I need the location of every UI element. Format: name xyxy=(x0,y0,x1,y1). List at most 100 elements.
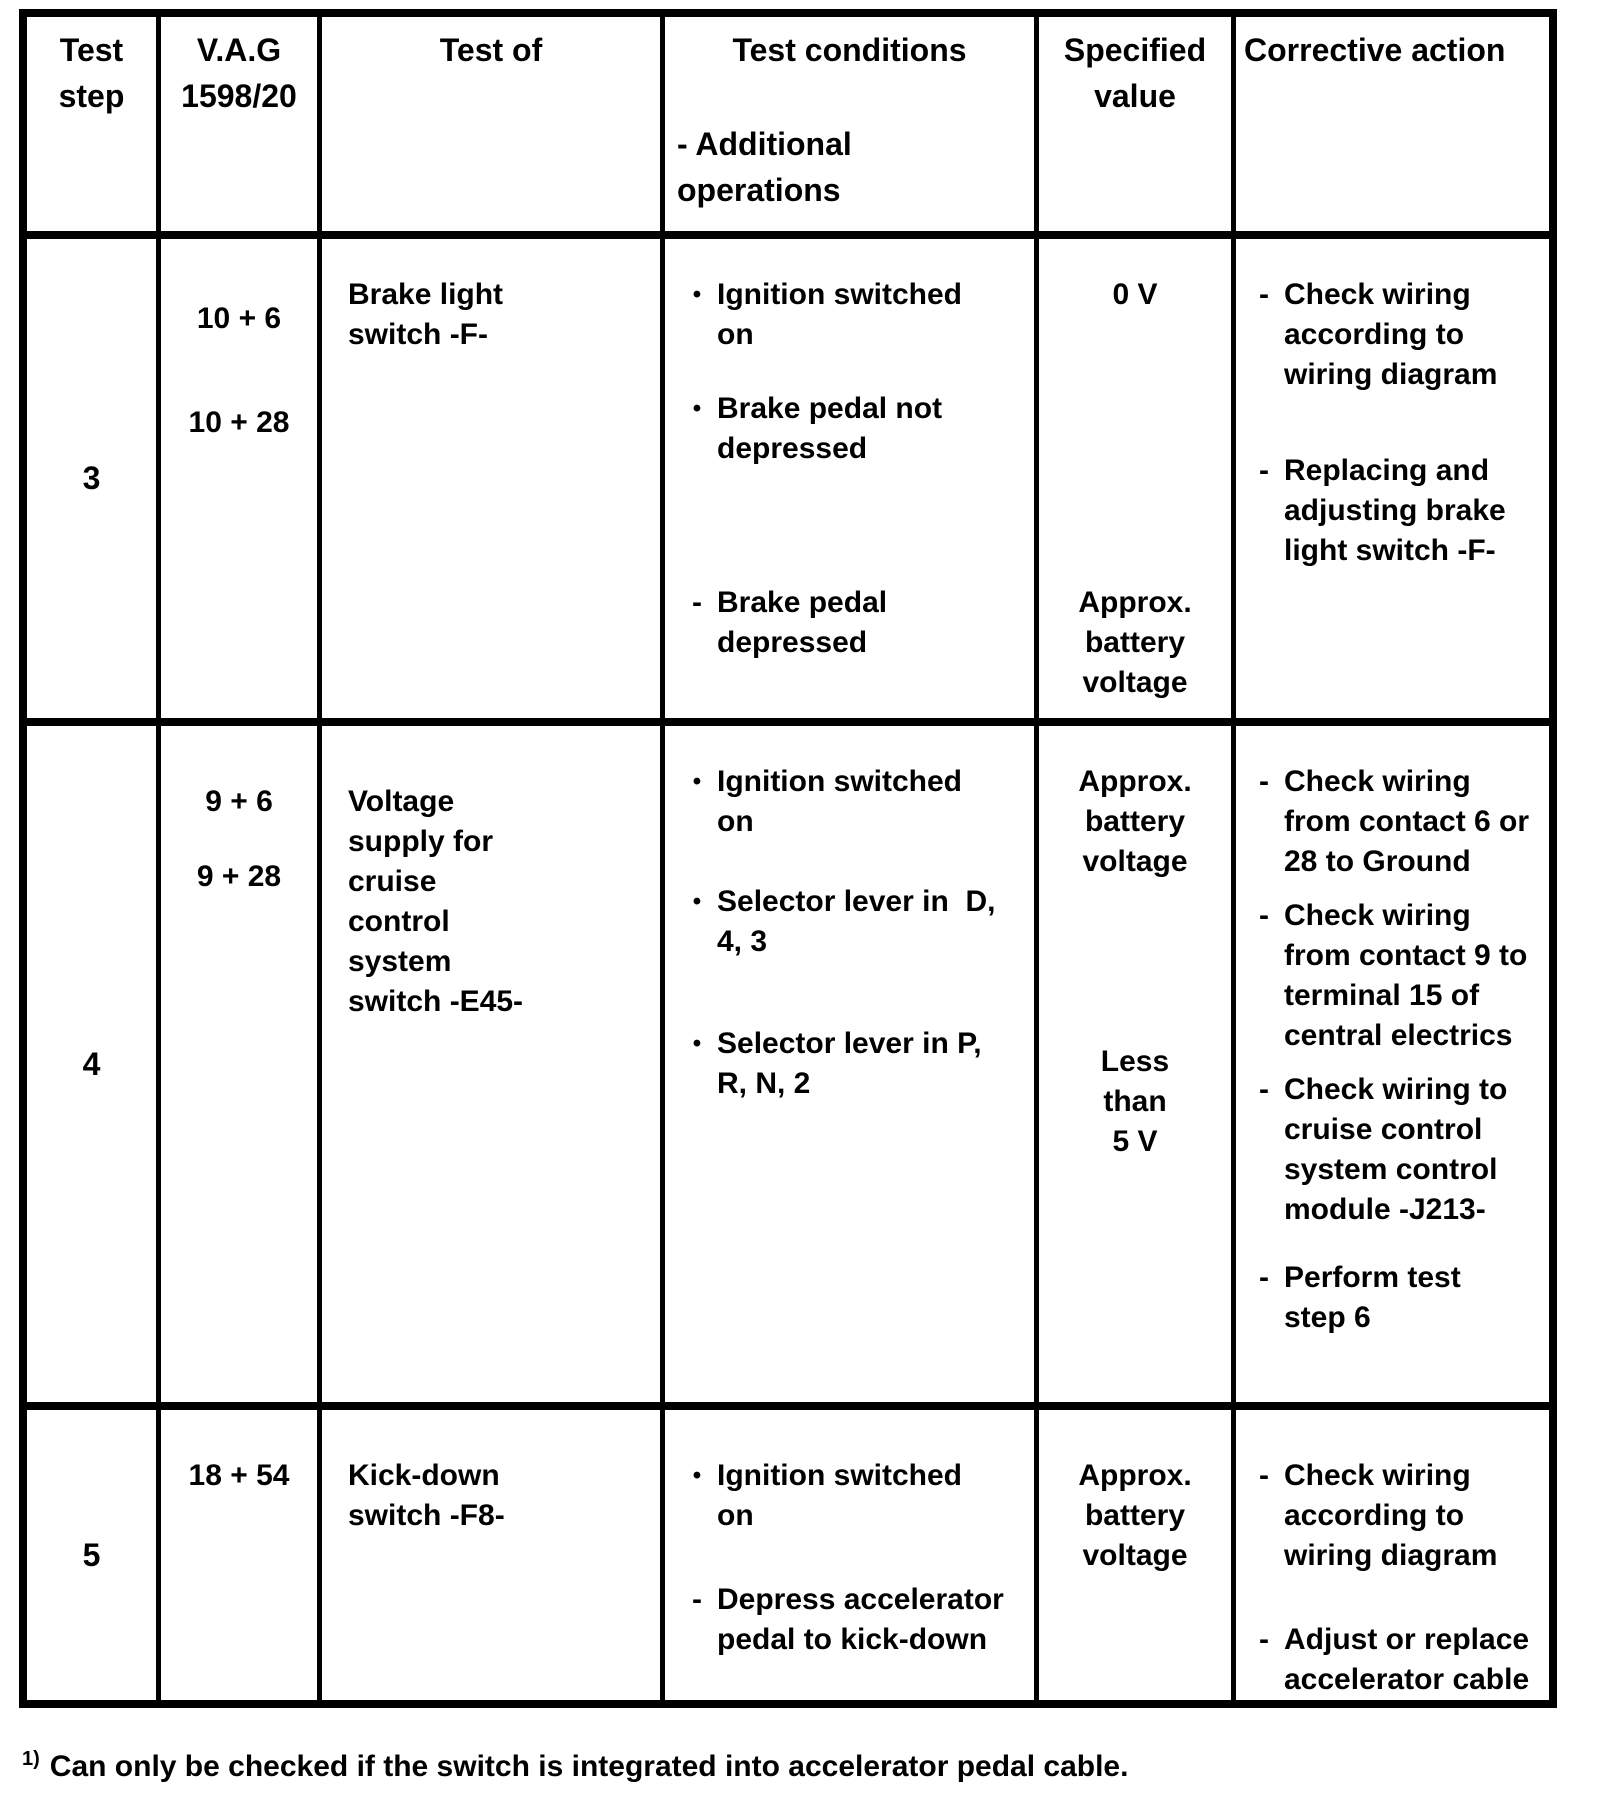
condition-item: - Depress accelerator pedal to kick-down xyxy=(677,1580,1028,1660)
cell-step-5: 5 xyxy=(27,1410,161,1700)
footnote-text: Can only be checked if the switch is int… xyxy=(49,1750,1129,1783)
condition-text: Selector lever in P, R, N, 2 xyxy=(717,1027,982,1100)
action-text: Check wiring to cruise control system co… xyxy=(1284,1073,1508,1226)
footnote-superscript: 1) xyxy=(22,1748,40,1770)
dash-marker: - xyxy=(692,1583,702,1616)
condition-text: Brake pedal not depressed xyxy=(717,392,943,465)
action-text: Check wiring from contact 6 or 28 to Gro… xyxy=(1284,765,1530,878)
footnote: 1) Can only be checked if the switch is i… xyxy=(22,1748,1128,1784)
step-number: 4 xyxy=(82,1045,101,1082)
specified-value-text: Approx. battery voltage xyxy=(1078,1459,1192,1572)
condition-text: Ignition switched on xyxy=(717,278,962,351)
bullet-marker: • xyxy=(692,1462,702,1489)
action-text: Check wiring according to wiring diagram xyxy=(1284,278,1498,391)
header-test-conditions-label: Test conditions xyxy=(732,32,967,68)
header-test-of: Test of xyxy=(322,17,665,239)
action-item: - Perform test step 6 xyxy=(1244,1258,1545,1338)
header-additional-operations-label: - Additional operations xyxy=(677,126,852,208)
cell-test-of-step-5: Kick-down switch -F8- xyxy=(322,1410,665,1700)
cell-conditions-step-3: • Ignition switched on • Brake pedal not… xyxy=(665,239,1039,726)
condition-text: Brake pedal depressed xyxy=(717,586,888,659)
header-vag-label: V.A.G 1598/20 xyxy=(181,32,297,114)
condition-item: - Brake pedal depressed xyxy=(677,583,1028,663)
specified-value-text: Approx. battery voltage xyxy=(1078,765,1192,878)
condition-text: Ignition switched on xyxy=(717,765,962,838)
action-item: - Check wiring to cruise control system … xyxy=(1244,1070,1545,1230)
bullet-marker: • xyxy=(692,888,702,915)
action-text: Adjust or replace accelerator cable xyxy=(1284,1623,1530,1696)
cell-step-3: 3 xyxy=(27,239,161,726)
dash-marker: - xyxy=(1259,765,1269,798)
dash-marker: - xyxy=(1259,1459,1269,1492)
action-text: Check wiring from contact 9 to terminal … xyxy=(1284,899,1528,1052)
specified-value-text: 0 V xyxy=(1112,278,1158,311)
action-text: Replacing and adjusting brake light swit… xyxy=(1284,454,1506,567)
bullet-marker: • xyxy=(692,395,702,422)
dash-marker: - xyxy=(1259,1261,1269,1294)
cell-test-of-step-4: Voltage supply for cruise control system… xyxy=(322,726,665,1410)
cell-corrective-action-step-4: - Check wiring from contact 6 or 28 to G… xyxy=(1236,726,1549,1410)
header-corrective-action-label: Corrective action xyxy=(1244,32,1506,68)
action-item: - Check wiring from contact 9 to termina… xyxy=(1244,896,1545,1056)
dash-marker: - xyxy=(1259,1623,1269,1656)
condition-text: Depress accelerator pedal to kick-down xyxy=(717,1583,1004,1656)
header-specified-value: Specified value xyxy=(1039,17,1236,239)
cell-test-of-step-3: Brake light switch -F- xyxy=(322,239,665,726)
action-item: - Replacing and adjusting brake light sw… xyxy=(1244,451,1545,571)
test-of-text: Voltage supply for cruise control system… xyxy=(348,785,524,1018)
action-item: - Check wiring according to wiring diagr… xyxy=(1244,1456,1545,1576)
dash-marker: - xyxy=(1259,1073,1269,1106)
cell-specified-value-step-3: 0 V Approx. battery voltage xyxy=(1039,239,1236,726)
cell-vag-step-3: 10 + 6 10 + 28 xyxy=(161,239,322,726)
dash-marker: - xyxy=(1259,454,1269,487)
header-test-of-label: Test of xyxy=(439,32,543,68)
step-number: 3 xyxy=(82,460,101,496)
action-item: - Check wiring according to wiring diagr… xyxy=(1244,275,1545,395)
condition-item: • Brake pedal not depressed xyxy=(677,389,1028,469)
action-text: Check wiring according to wiring diagram xyxy=(1284,1459,1498,1572)
header-test-step-label: Test step xyxy=(58,32,125,114)
dash-marker: - xyxy=(692,586,702,619)
condition-item: • Ignition switched on xyxy=(677,1456,1028,1536)
condition-item: • Selector lever in P, R, N, 2 xyxy=(677,1024,1028,1104)
dash-marker: - xyxy=(1259,899,1269,932)
header-specified-value-label: Specified value xyxy=(1063,32,1207,114)
cell-step-4: 4 xyxy=(27,726,161,1410)
cell-corrective-action-step-5: - Check wiring according to wiring diagr… xyxy=(1236,1410,1549,1700)
step-number: 5 xyxy=(82,1536,101,1573)
diagnostic-test-table: Test step V.A.G 1598/20 Test of Test con… xyxy=(19,9,1557,1708)
specified-value-text: Approx. battery voltage xyxy=(1078,586,1192,699)
condition-text: Selector lever in D, 4, 3 xyxy=(717,885,996,958)
bullet-marker: • xyxy=(692,1030,702,1057)
vag-value: 9 + 6 xyxy=(205,785,273,818)
vag-value: 18 + 54 xyxy=(188,1459,290,1492)
test-of-text: Kick-down switch -F8- xyxy=(348,1459,505,1532)
header-test-step: Test step xyxy=(27,17,161,239)
vag-value: 10 + 28 xyxy=(188,406,290,439)
header-corrective-action: Corrective action xyxy=(1236,17,1549,239)
header-vag-1598-20: V.A.G 1598/20 xyxy=(161,17,322,239)
specified-value-text: Less than 5 V xyxy=(1100,1045,1170,1158)
condition-item: • Ignition switched on xyxy=(677,762,1028,842)
cell-vag-step-5: 18 + 54 xyxy=(161,1410,322,1700)
cell-conditions-step-5: • Ignition switched on - Depress acceler… xyxy=(665,1410,1039,1700)
action-item: - Check wiring from contact 6 or 28 to G… xyxy=(1244,762,1545,882)
cell-specified-value-step-5: Approx. battery voltage xyxy=(1039,1410,1236,1700)
cell-specified-value-step-4: Approx. battery voltage Less than 5 V xyxy=(1039,726,1236,1410)
test-of-text: Brake light switch -F- xyxy=(348,278,504,351)
bullet-marker: • xyxy=(692,281,702,308)
condition-item: • Selector lever in D, 4, 3 xyxy=(677,882,1028,962)
action-text: Perform test step 6 xyxy=(1284,1261,1461,1334)
action-item: - Adjust or replace accelerator cable xyxy=(1244,1620,1545,1700)
cell-conditions-step-4: • Ignition switched on • Selector lever … xyxy=(665,726,1039,1410)
header-test-conditions: Test conditions - Additional operations xyxy=(665,17,1039,239)
cell-corrective-action-step-3: - Check wiring according to wiring diagr… xyxy=(1236,239,1549,726)
vag-value: 10 + 6 xyxy=(196,302,282,335)
vag-value: 9 + 28 xyxy=(196,860,282,893)
condition-item: • Ignition switched on xyxy=(677,275,1028,355)
dash-marker: - xyxy=(1259,278,1269,311)
cell-vag-step-4: 9 + 6 9 + 28 xyxy=(161,726,322,1410)
condition-text: Ignition switched on xyxy=(717,1459,962,1532)
bullet-marker: • xyxy=(692,768,702,795)
